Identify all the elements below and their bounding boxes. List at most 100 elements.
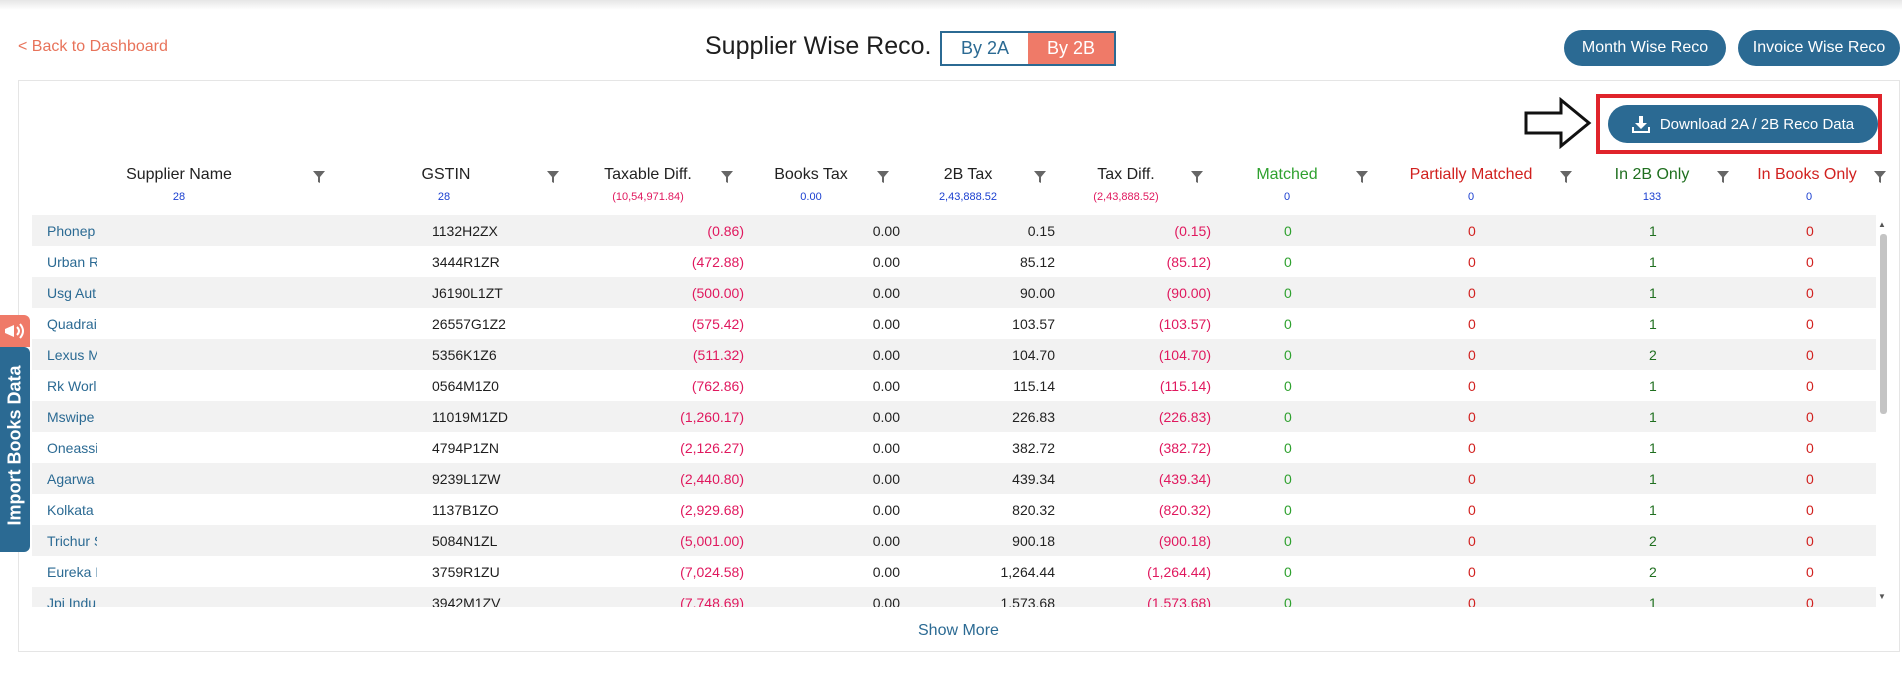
gstin-cell: 5356K1Z6	[432, 347, 497, 363]
scrollbar-thumb[interactable]	[1880, 234, 1887, 414]
supplier-name-link[interactable]: Trichur S	[47, 533, 97, 549]
supplier-name-link[interactable]: Phonep	[47, 223, 96, 239]
partially-matched-cell: 0	[1468, 223, 1476, 239]
table-row[interactable]: Kolkata 1137B1ZO (2,929.68) 0.00 820.32 …	[32, 494, 1876, 525]
col-total-supplier-name: 28	[172, 191, 186, 203]
table-row[interactable]: Usg Aut J6190L1ZT (500.00) 0.00 90.00 (9…	[32, 277, 1876, 308]
partially-matched-cell: 0	[1468, 254, 1476, 270]
in-books-only-cell: 0	[1806, 533, 1814, 549]
table-row[interactable]: Trichur S 5084N1ZL (5,001.00) 0.00 900.1…	[32, 525, 1876, 556]
partially-matched-cell: 0	[1468, 502, 1476, 518]
in-books-only-cell: 0	[1806, 285, 1814, 301]
col-header-in-books-only: In Books Only	[1757, 166, 1857, 183]
month-wise-reco-button[interactable]: Month Wise Reco	[1564, 30, 1726, 66]
col-header-gstin: GSTIN	[421, 166, 471, 183]
invoice-wise-reco-button[interactable]: Invoice Wise Reco	[1738, 30, 1900, 66]
table-row[interactable]: Jpi Indu 3942M1ZV (7,748.69) 0.00 1,573.…	[32, 587, 1876, 607]
table-row[interactable]: Quadrai 26557G1Z2 (575.42) 0.00 103.57 (…	[32, 308, 1876, 339]
taxable-diff-cell: (2,929.68)	[680, 502, 744, 518]
scroll-up-icon[interactable]: ▲	[1878, 220, 1886, 229]
taxable-diff-cell: (762.86)	[691, 378, 744, 394]
filter-icon[interactable]	[876, 170, 890, 184]
show-more-link[interactable]: Show More	[918, 622, 999, 639]
table-row[interactable]: Phonep 1132H2ZX (0.86) 0.00 0.15 (0.15) …	[32, 215, 1876, 246]
partially-matched-cell: 0	[1468, 316, 1476, 332]
in-books-only-cell: 0	[1806, 316, 1814, 332]
supplier-name-link[interactable]: Oneassi	[47, 440, 97, 456]
download-highlight-box	[1596, 94, 1882, 154]
scroll-down-icon[interactable]: ▼	[1878, 592, 1886, 601]
col-header-supplier-name: Supplier Name	[126, 166, 232, 183]
supplier-name-link[interactable]: Agarwa	[47, 471, 95, 487]
tax-diff-cell: (226.83)	[1158, 409, 1211, 425]
megaphone-icon[interactable]	[0, 315, 30, 347]
in-2b-only-cell: 1	[1649, 502, 1657, 518]
supplier-name-link[interactable]: Usg Aut	[47, 285, 97, 301]
in-books-only-cell: 0	[1806, 347, 1814, 363]
partially-matched-cell: 0	[1468, 471, 1476, 487]
filter-icon[interactable]	[1355, 170, 1369, 184]
table-row[interactable]: Eureka I 3759R1ZU (7,024.58) 0.00 1,264.…	[32, 556, 1876, 587]
partially-matched-cell: 0	[1468, 564, 1476, 580]
taxable-diff-cell: (2,126.27)	[680, 440, 744, 456]
supplier-name-link[interactable]: Quadrai	[47, 316, 97, 332]
matched-cell: 0	[1284, 347, 1292, 363]
partially-matched-cell: 0	[1468, 347, 1476, 363]
supplier-name-link[interactable]: Jpi Indu	[47, 595, 97, 607]
gstin-cell: 1137B1ZO	[432, 502, 499, 518]
table-row[interactable]: Lexus M 5356K1Z6 (511.32) 0.00 104.70 (1…	[32, 339, 1876, 370]
books-tax-cell: 0.00	[872, 533, 900, 549]
import-books-data-label: Import Books Data	[4, 365, 25, 526]
filter-icon[interactable]	[720, 170, 734, 184]
col-total-2b-tax: 2,43,888.52	[938, 191, 998, 203]
back-to-dashboard-link[interactable]: < Back to Dashboard	[18, 38, 168, 55]
import-books-data-tab[interactable]: Import Books Data	[0, 347, 30, 552]
in-books-only-cell: 0	[1806, 471, 1814, 487]
supplier-name-link[interactable]: Kolkata	[47, 502, 94, 518]
books-tax-cell: 0.00	[872, 254, 900, 270]
table-row[interactable]: Oneassi 4794P1ZN (2,126.27) 0.00 382.72 …	[32, 432, 1876, 463]
supplier-name-link[interactable]: Mswipe	[47, 409, 95, 425]
table-row[interactable]: Urban R 3444R1ZR (472.88) 0.00 85.12 (85…	[32, 246, 1876, 277]
table-row[interactable]: Rk Worl 0564M1Z0 (762.86) 0.00 115.14 (1…	[32, 370, 1876, 401]
filter-icon[interactable]	[1190, 170, 1204, 184]
download-reco-data-button[interactable]: Download 2A / 2B Reco Data	[1608, 105, 1878, 143]
matched-cell: 0	[1284, 471, 1292, 487]
partially-matched-cell: 0	[1468, 533, 1476, 549]
filter-icon[interactable]	[1873, 170, 1887, 184]
toggle-by-2a[interactable]: By 2A	[942, 33, 1028, 64]
tax-diff-cell: (0.15)	[1174, 223, 1211, 239]
tax-diff-cell: (1,264.44)	[1147, 564, 1211, 580]
tax-diff-cell: (115.14)	[1159, 378, 1211, 394]
tax-2b-cell: 104.70	[1012, 347, 1055, 363]
toggle-by-2b[interactable]: By 2B	[1028, 33, 1114, 64]
taxable-diff-cell: (7,748.69)	[680, 595, 744, 607]
col-total-in-books-only: 0	[1805, 191, 1813, 203]
in-books-only-cell: 0	[1806, 378, 1814, 394]
gstin-cell: 0564M1Z0	[432, 378, 499, 394]
table-row[interactable]: Mswipe 11019M1ZD (1,260.17) 0.00 226.83 …	[32, 401, 1876, 432]
filter-icon[interactable]	[546, 170, 560, 184]
in-2b-only-cell: 1	[1649, 471, 1657, 487]
filter-icon[interactable]	[1033, 170, 1047, 184]
filter-icon[interactable]	[312, 170, 326, 184]
table-scrollbar[interactable]: ▲ ▼	[1878, 220, 1888, 602]
tax-2b-cell: 1,264.44	[1000, 564, 1056, 580]
supplier-name-link[interactable]: Rk Worl	[47, 378, 97, 394]
top-shadow	[0, 0, 1902, 10]
col-total-matched: 0	[1283, 191, 1291, 203]
col-header-partially-matched: Partially Matched	[1409, 166, 1533, 183]
supplier-name-link[interactable]: Eureka I	[47, 564, 97, 580]
gstin-cell: J6190L1ZT	[432, 285, 503, 301]
col-total-taxable-diff: (10,54,971.84)	[612, 191, 684, 203]
filter-icon[interactable]	[1559, 170, 1573, 184]
tax-diff-cell: (104.70)	[1158, 347, 1211, 363]
table-row[interactable]: Agarwa 9239L1ZW (2,440.80) 0.00 439.34 (…	[32, 463, 1876, 494]
col-total-in-2b-only: 133	[1642, 191, 1662, 203]
supplier-name-link[interactable]: Urban R	[47, 254, 97, 270]
in-books-only-cell: 0	[1806, 440, 1814, 456]
matched-cell: 0	[1284, 409, 1292, 425]
tax-2b-cell: 1,573.68	[1000, 595, 1056, 607]
filter-icon[interactable]	[1716, 170, 1730, 184]
supplier-name-link[interactable]: Lexus M	[47, 347, 97, 363]
